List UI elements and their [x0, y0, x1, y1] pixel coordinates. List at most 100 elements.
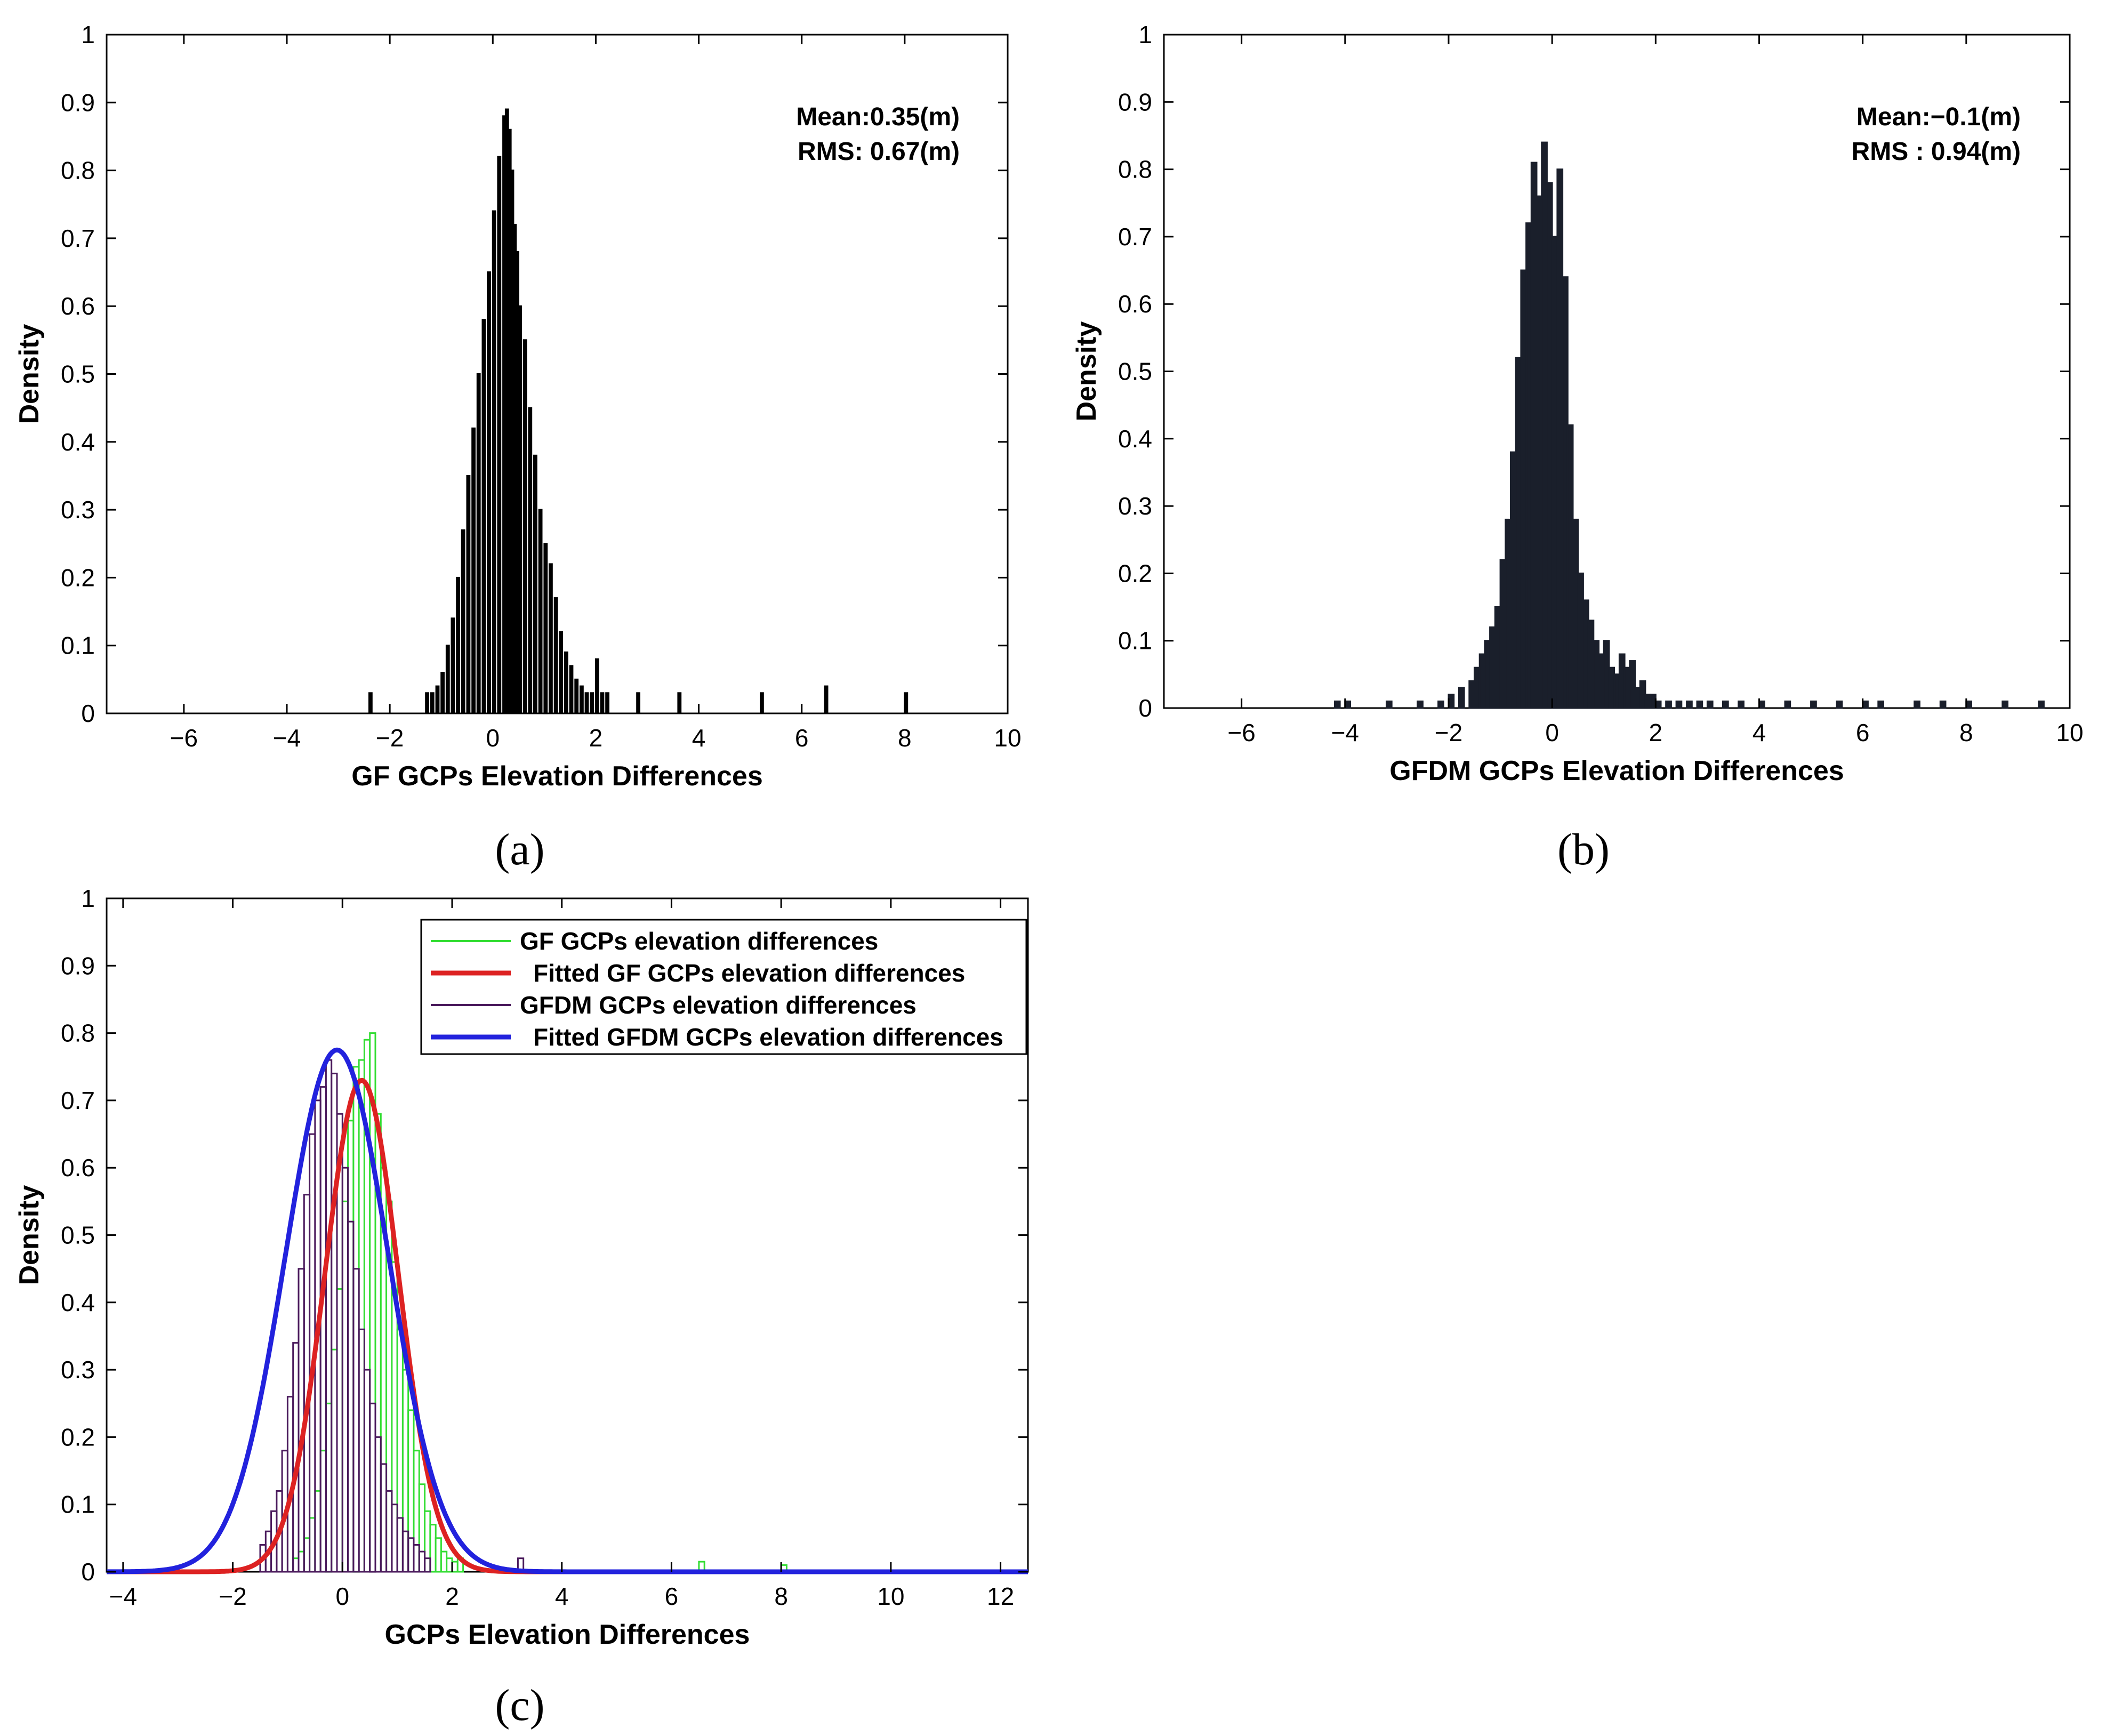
- histogram-bars: [368, 108, 909, 714]
- legend: GF GCPs elevation differences Fitted GF G…: [420, 919, 1027, 1055]
- legend-label: Fitted GF GCPs elevation differences: [533, 959, 965, 987]
- histogram-bar: [396, 1517, 404, 1573]
- legend-label: GFDM GCPs elevation differences: [520, 991, 917, 1019]
- histogram-bar: [325, 1059, 333, 1573]
- y-tick-label: 0.7: [1118, 223, 1152, 251]
- caption-c: (c): [495, 1681, 545, 1730]
- y-tick-label: 0.3: [61, 1356, 95, 1384]
- x-tick-label: 10: [877, 1582, 904, 1610]
- x-tick-label: 12: [987, 1582, 1014, 1610]
- histogram-bar: [368, 692, 373, 714]
- y-tick-label: 0: [1138, 694, 1152, 722]
- histogram-bar: [1810, 700, 1817, 709]
- histogram-bar: [424, 1557, 431, 1573]
- histogram-bar: [569, 665, 574, 714]
- y-tick-label: 0.9: [61, 952, 95, 979]
- x-tick-label: 10: [994, 724, 1021, 752]
- histogram-bar: [461, 529, 465, 714]
- histogram-bar: [584, 692, 589, 714]
- x-tick-label: 10: [2056, 719, 2083, 746]
- histogram-bar: [590, 692, 594, 714]
- histogram-bar: [1877, 700, 1885, 709]
- histogram-bar: [543, 543, 548, 714]
- histogram-bar: [476, 373, 481, 714]
- histogram-bar: [549, 563, 553, 714]
- histogram-bar: [347, 1220, 355, 1573]
- y-tick-label: 0.4: [61, 1289, 95, 1316]
- histogram-bar: [2038, 700, 2045, 709]
- histogram-bar: [605, 692, 609, 714]
- rms-annotation: RMS: 0.67(m): [798, 138, 960, 166]
- x-tick-label: 2: [589, 724, 603, 752]
- y-tick-label: 0.9: [61, 89, 95, 116]
- histogram-bars: [1333, 141, 2045, 709]
- histogram-bar: [319, 1086, 327, 1573]
- histogram-bar: [564, 651, 568, 714]
- histogram-bar: [1706, 700, 1714, 709]
- x-tick-label: −2: [219, 1582, 246, 1610]
- histogram-bar: [1914, 700, 1920, 709]
- series-3-fit-line: [106, 1047, 1028, 1574]
- y-tick-label: 0.4: [1118, 425, 1152, 453]
- x-tick-label: −2: [1435, 719, 1462, 746]
- histogram-bar: [1417, 700, 1424, 709]
- plot-area: [1163, 34, 2071, 709]
- histogram-bar: [401, 1530, 409, 1573]
- histogram-bar: [358, 1328, 365, 1573]
- y-tick-label: 0.2: [61, 564, 95, 591]
- histogram-bar: [1458, 687, 1465, 709]
- histogram-bar: [580, 685, 584, 714]
- histogram-bar: [492, 210, 496, 714]
- y-axis-label: Density: [14, 324, 45, 424]
- x-tick-label: −4: [273, 724, 301, 752]
- histogram-bar: [456, 576, 461, 714]
- x-tick-label: 4: [1753, 719, 1766, 746]
- histogram-bar: [2001, 700, 2009, 709]
- histogram-bar: [440, 1550, 448, 1573]
- x-tick-label: −4: [1331, 719, 1359, 746]
- x-tick-label: 6: [665, 1582, 679, 1610]
- histogram-bar: [466, 475, 471, 714]
- y-tick-label: 0.3: [61, 496, 95, 524]
- x-tick-label: 0: [1545, 719, 1559, 746]
- panel-b: 0 0.1 0.2 0.3 0.4 0.5 0.6 0.7 0.8 0.9 1 −6 −4 −2 0 2 4 6 8…: [1071, 21, 2084, 786]
- y-tick-label: 1: [1138, 21, 1152, 49]
- histogram-bar: [471, 427, 476, 714]
- histogram-bar: [497, 156, 502, 714]
- histogram-bar: [341, 1167, 349, 1573]
- histogram-bar: [385, 1490, 393, 1573]
- x-tick-label: −6: [1227, 719, 1255, 746]
- histogram-bar: [1665, 700, 1672, 709]
- histogram-bar: [440, 672, 445, 714]
- caption-a: (a): [495, 825, 545, 874]
- x-tick-label: 2: [1649, 719, 1663, 746]
- x-tick-label: −4: [109, 1582, 137, 1610]
- x-tick-label: 8: [1959, 719, 1973, 746]
- histogram-bar: [538, 509, 543, 714]
- y-tick-label: 0.5: [61, 360, 95, 388]
- x-tick-label: 4: [555, 1582, 569, 1610]
- y-tick-label: 0.1: [61, 632, 95, 660]
- y-tick-label: 0.6: [61, 1154, 95, 1182]
- histogram-bar: [824, 685, 829, 714]
- panel-a: 0 0.1 0.2 0.3 0.4 0.5 0.6 0.7 0.8 0.9 1 −6 −4 −2 0 2 4 6 8…: [14, 21, 1022, 792]
- y-tick-label: 0.7: [61, 224, 95, 252]
- histogram-bar: [904, 692, 909, 714]
- x-tick-label: 2: [445, 1582, 459, 1610]
- histogram-bar: [1939, 700, 1947, 709]
- histogram-bar: [533, 454, 537, 714]
- x-tick-label: 6: [1856, 719, 1870, 746]
- y-tick-label: 0.5: [61, 1221, 95, 1249]
- histogram-bar: [413, 1544, 420, 1573]
- y-tick-label: 0.2: [1118, 559, 1152, 587]
- x-tick-label: 0: [335, 1582, 349, 1610]
- histogram-bar: [1333, 700, 1341, 709]
- histogram-bar: [451, 1561, 459, 1573]
- histogram-bar: [636, 692, 640, 714]
- x-tick-label: 0: [486, 724, 500, 752]
- histogram-bar: [553, 597, 558, 714]
- x-tick-label: 6: [795, 724, 809, 752]
- y-tick-label: 0.6: [1118, 290, 1152, 318]
- histogram-bar: [1629, 660, 1636, 709]
